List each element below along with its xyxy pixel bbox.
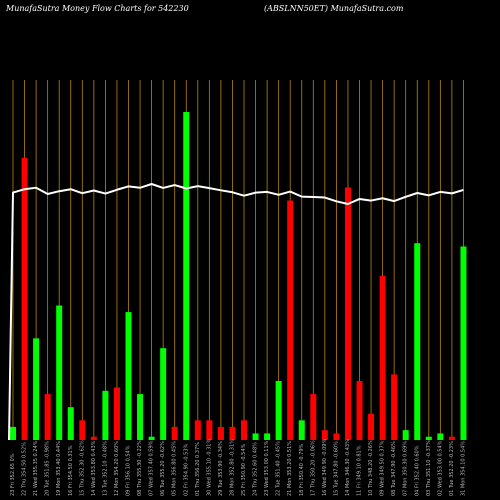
money-flow-bar (171, 426, 178, 440)
x-tick-label: 16 Wed 349.90 -0.09% (322, 439, 328, 496)
x-tick-label: 22 Tue 351.40 -0.45% (276, 441, 282, 496)
chart-title: MunafaSutra Money Flow Charts for 542230 (6, 4, 189, 13)
money-flow-bar (217, 426, 224, 440)
x-tick-label: 13 Tue 352.10 -0.48% (102, 441, 108, 496)
x-tick-label: 23 Wed 353.00 0.11% (264, 440, 270, 496)
money-flow-bar (264, 433, 271, 440)
money-flow-bar (425, 436, 432, 440)
x-tick-label: 01 Tue 352.20 -0.23% (449, 441, 455, 496)
money-flow-bar (102, 390, 109, 440)
x-tick-label: 01 Thu 356.20 0.37% (195, 442, 201, 496)
x-tick-label: 03 Thu 351.10 -0.37% (426, 440, 432, 496)
x-tick-label: 15 Tue 347.80 -0.60% (333, 441, 339, 496)
x-tick-label: 08 Tue 347.90 -0.46% (391, 441, 397, 496)
money-flow-bar (33, 338, 40, 440)
money-flow-bar (241, 420, 247, 440)
money-flow-bar (90, 436, 97, 440)
money-flow-bar (252, 433, 259, 440)
money-flow-bar (183, 112, 190, 440)
money-flow-bar (321, 430, 328, 440)
money-flow-bar (56, 305, 63, 440)
price-line (8, 183, 464, 441)
x-tick-label: 14 Mon 346.30 -0.43% (345, 439, 351, 496)
x-tick-label: 22 Thu 354.50 0.52% (22, 442, 28, 496)
money-flow-bar (437, 433, 444, 440)
x-tick-label: 14 Wed 353.80 0.43% (91, 440, 97, 496)
chart-subtitle: (ABSLNN50ET) MunafaSutra.com (264, 4, 404, 13)
x-tick-label: 02 Wed 353.00 0.54% (437, 440, 443, 496)
x-tick-label: 21 Mon 353.20 0.51% (287, 441, 293, 496)
x-tick-label: 08 Thu 355.30 -0.22% (137, 440, 143, 496)
money-flow-bar (310, 394, 317, 440)
money-flow-bar (448, 436, 455, 440)
x-tick-label: 11 Fri 349.10 0.81% (357, 445, 363, 496)
money-flow-bar (137, 394, 144, 440)
x-tick-label: 09 Wed 349.50 0.37% (380, 440, 386, 496)
x-tick-label: 02 Fri 354.90 -0.53% (183, 443, 189, 496)
money-flow-bar (67, 407, 74, 440)
x-tick-label: 07 Mon 350.30 0.69% (403, 441, 409, 496)
x-tick-label: 28 Mon 352.80 -0.31% (229, 439, 235, 496)
money-flow-bar (44, 394, 51, 440)
money-flow-bar (113, 387, 120, 440)
money-flow-bar (229, 426, 236, 440)
money-flow-bar (414, 243, 421, 440)
x-tick-label: 21 Wed 355.35 0.24% (33, 440, 39, 496)
x-tick-label: 24 Thu 352.60 0.48% (253, 442, 259, 496)
x-tick-label: 10 Thu 348.20 -0.26% (368, 440, 374, 496)
x-tick-label: 12 Mon 354.20 0.60% (114, 441, 120, 496)
money-flow-bar (344, 187, 351, 440)
x-tick-label: 23 Fri 352.65 0% (10, 453, 16, 496)
money-flow-bar (125, 312, 132, 440)
x-tick-label: 16 Fri 354.50 0.31% (68, 445, 74, 496)
money-flow-bar (79, 420, 86, 440)
money-flow-bar (298, 420, 305, 440)
x-tick-label: 09 Fri 356.10 0.54% (126, 445, 132, 496)
money-flow-bar (275, 380, 282, 440)
money-flow-bar (379, 276, 386, 440)
money-flow-bar (148, 436, 155, 440)
x-tick-label: 31 Mon 354.10 0.54% (460, 441, 466, 496)
x-tick-label: 06 Tue 355.20 -0.62% (160, 441, 166, 496)
money-flow-bar (21, 157, 28, 441)
x-tick-label: 25 Fri 350.90 -0.54% (241, 443, 247, 496)
money-flow-bar (160, 348, 167, 440)
money-flow-bar (402, 430, 409, 440)
money-flow-bar (356, 380, 363, 440)
x-tick-label: 20 Tue 351.85 -0.98% (45, 441, 51, 496)
x-tick-label: 05 Mon 356.80 0.45% (172, 441, 178, 496)
money-flow-bar (287, 200, 294, 440)
x-tick-label: 19 Mon 353.40 0.44% (56, 441, 62, 496)
x-tick-label: 04 Fri 352.40 0.60% (414, 445, 420, 496)
x-tick-label: 15 Thu 352.30 -0.62% (79, 440, 85, 496)
x-tick-label: 17 Thu 350.20 -0.06% (310, 440, 316, 496)
x-tick-label: 29 Tue 353.90 -0.34% (218, 441, 224, 496)
money-flow-bar (368, 413, 375, 440)
money-flow-bar (460, 246, 467, 440)
money-flow-bar (333, 433, 340, 440)
money-flow-bar (10, 426, 16, 440)
x-tick-label: 18 Fri 350.40 -0.79% (299, 443, 305, 496)
money-flow-bar (391, 374, 398, 440)
money-flow-bar (194, 420, 201, 440)
x-tick-label: 30 Wed 355.10 -0.31% (206, 439, 212, 496)
x-tick-label: 07 Wed 357.40 0.59% (149, 440, 155, 496)
money-flow-bar (206, 420, 213, 440)
